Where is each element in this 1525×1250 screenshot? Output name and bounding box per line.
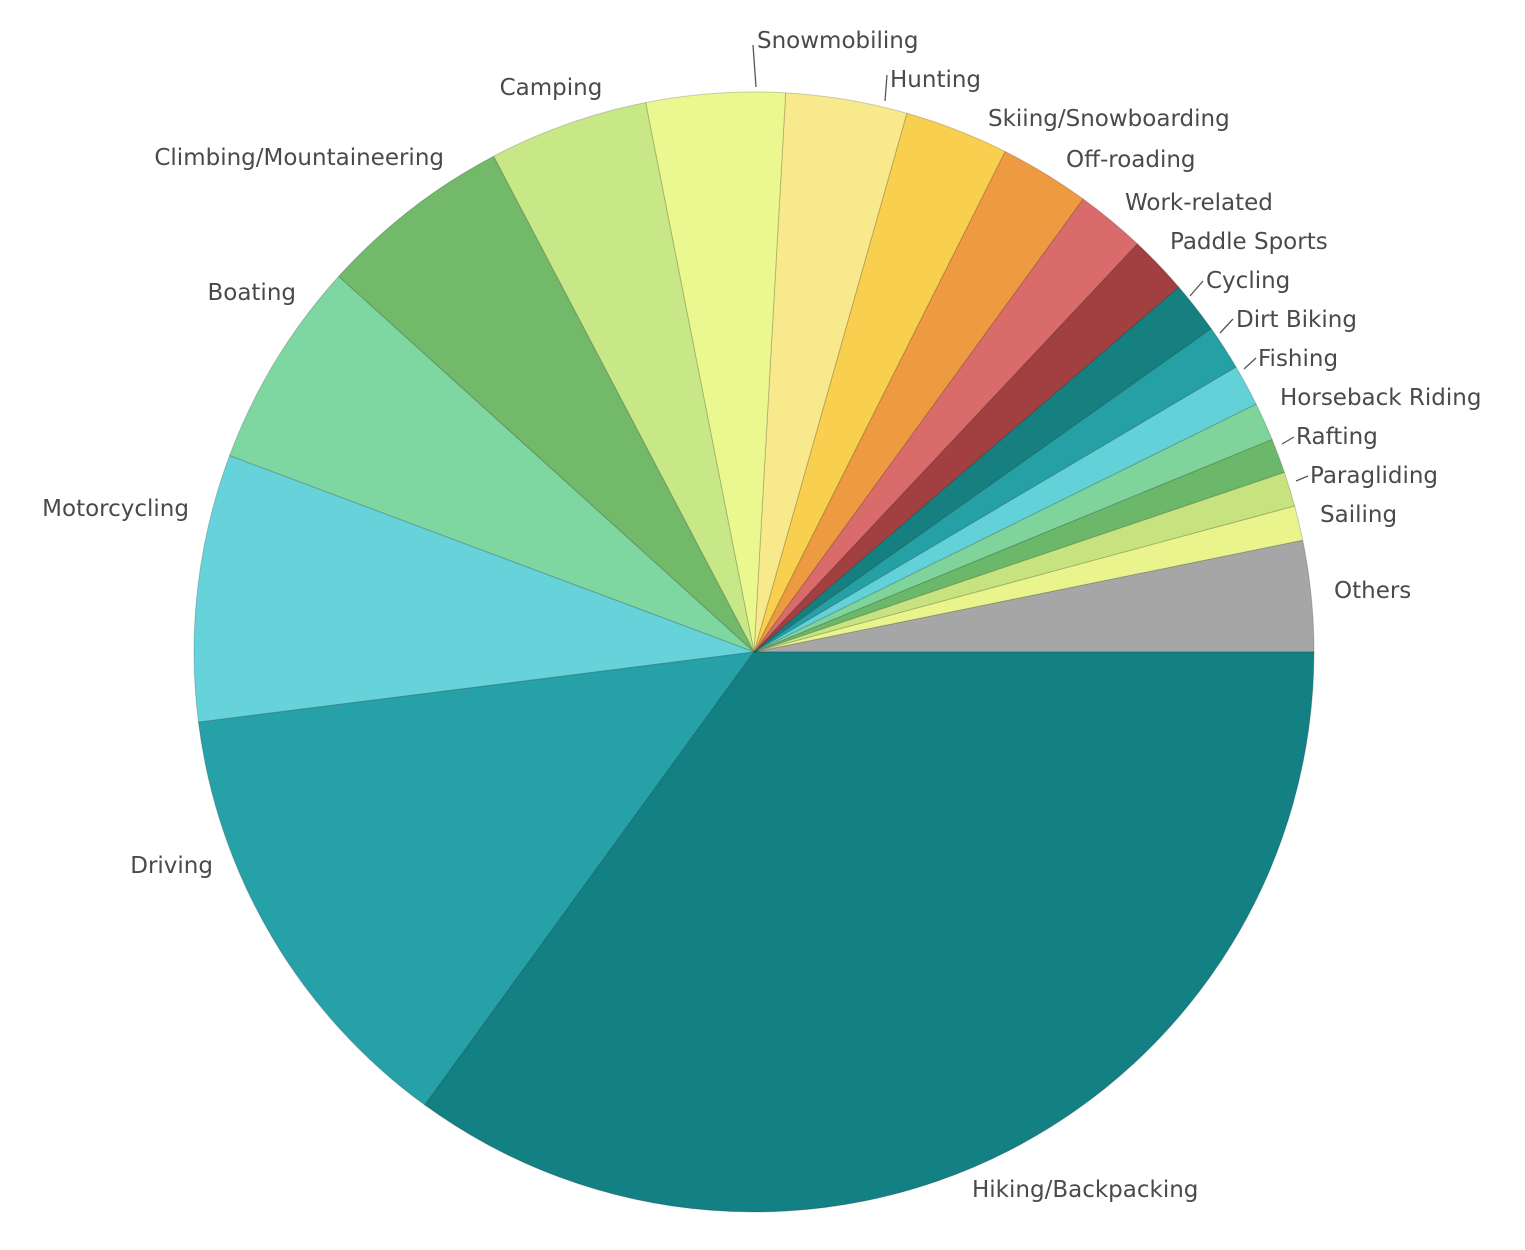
slice-label-boating: Boating [207,280,296,306]
slice-label-rafting: Rafting [1296,424,1378,450]
slice-label-hunting: Hunting [890,67,981,93]
pie-slice-motorcycling[interactable] [193,455,755,723]
slice-label-off-roading: Off-roading [1066,147,1196,173]
leader-line-snowmobiling [752,44,757,88]
pie-slice-hiking-backpacking[interactable] [424,651,1315,1213]
pie-slice-rafting[interactable] [753,438,1286,653]
slice-label-camping: Camping [500,75,603,101]
slice-label-paragliding: Paragliding [1310,463,1438,489]
pie-slice-driving[interactable] [197,651,756,1106]
slice-label-motorcycling: Motorcycling [42,496,189,522]
pie-slice-skiing-snowboarding[interactable] [753,112,1006,653]
pie-slice-climbing-mountaineering[interactable] [337,155,755,653]
leader-line-paragliding [1295,475,1309,482]
leader-line-cycling [1189,280,1204,297]
slice-label-hiking-backpacking: Hiking/Backpacking [972,1177,1198,1203]
slice-label-horseback-riding: Horseback Riding [1280,385,1481,411]
pie-slice-hunting[interactable] [753,92,908,653]
leader-line-hunting [884,74,888,102]
pie-slice-paddle-sports[interactable] [753,243,1180,653]
leader-line-rafting [1281,436,1295,445]
pie-slice-cycling[interactable] [753,286,1212,653]
pie-slice-others[interactable] [753,539,1315,653]
pie-slice-boating[interactable] [228,275,755,653]
slice-label-paddle-sports: Paddle Sports [1170,229,1328,255]
pie-slice-work-related[interactable] [753,198,1139,653]
leader-line-fishing [1243,357,1257,370]
pie-slice-horseback-riding[interactable] [753,403,1273,653]
slice-label-snowmobiling: Snowmobiling [757,28,918,54]
slice-label-skiing-snowboarding: Skiing/Snowboarding [988,106,1230,132]
slice-label-work-related: Work-related [1125,190,1273,216]
pie-slice-paragliding[interactable] [753,471,1296,653]
slice-label-cycling: Cycling [1206,268,1290,294]
slice-label-driving: Driving [130,853,213,879]
slice-label-climbing-mountaineering: Climbing/Mountaineering [154,145,444,171]
pie-slice-snowmobiling[interactable] [645,91,787,653]
slice-label-fishing: Fishing [1258,346,1338,372]
pie-slice-camping[interactable] [492,102,755,653]
slice-label-dirt-biking: Dirt Biking [1236,307,1357,333]
pie-slice-off-roading[interactable] [753,150,1084,653]
leader-line-dirt-biking [1219,318,1234,334]
slice-label-others: Others [1334,578,1411,604]
pie-slice-sailing[interactable] [753,505,1304,653]
pie-slice-dirt-biking[interactable] [753,327,1237,653]
pie-slice-fishing[interactable] [753,366,1257,653]
slice-label-sailing: Sailing [1320,502,1397,528]
